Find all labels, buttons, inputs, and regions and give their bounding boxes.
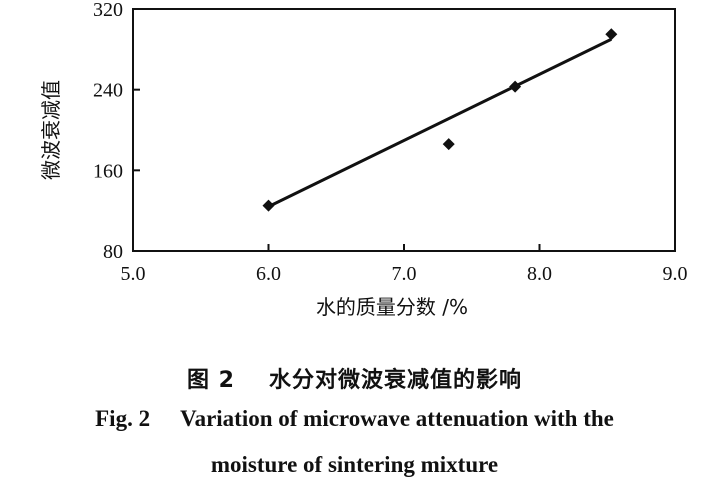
x-tick-label: 5.0 xyxy=(121,263,146,285)
x-axis-title: 水的质量分数 /% xyxy=(316,295,468,319)
figure-caption-en: Fig. 2 Variation of microwave attenuation… xyxy=(0,406,709,432)
figure-caption-en-line2: moisture of sintering mixture xyxy=(0,452,709,478)
y-tick-label: 240 xyxy=(93,80,123,102)
caption-en-title-line2: moisture of sintering mixture xyxy=(210,452,499,477)
y-axis-title: 微波衰减值 xyxy=(39,80,63,180)
y-tick-label: 80 xyxy=(103,241,123,263)
x-tick-label: 8.0 xyxy=(527,263,552,285)
data-points xyxy=(262,28,618,212)
x-tick-label: 9.0 xyxy=(663,263,688,285)
x-tick-label: 6.0 xyxy=(256,263,281,285)
y-tick-label: 320 xyxy=(93,0,123,21)
caption-en-title-line1: Variation of microwave attenuation with … xyxy=(180,406,614,431)
plot-frame xyxy=(132,8,676,252)
data-point-diamond xyxy=(262,199,275,212)
chart-svg: 5.0 6.0 7.0 8.0 9.0 80 160 240 320 水的质量分数 /% 微波… xyxy=(39,0,688,319)
caption-cn-title: 水分对微波衰减值的影响 xyxy=(268,368,522,393)
x-tick-label: 7.0 xyxy=(392,263,417,285)
data-point-diamond xyxy=(509,80,522,93)
figure-caption-cn: 图 2 水分对微波衰减值的影响 xyxy=(0,362,709,394)
fit-line xyxy=(267,37,612,208)
data-point-diamond xyxy=(605,28,618,41)
y-axis-ticks: 80 160 240 320 xyxy=(93,0,140,263)
caption-cn-label: 图 2 xyxy=(187,368,235,393)
x-axis-ticks: 5.0 6.0 7.0 8.0 9.0 xyxy=(121,244,688,285)
y-tick-label: 160 xyxy=(93,160,123,182)
data-point-diamond xyxy=(442,138,455,151)
caption-en-label: Fig. 2 xyxy=(95,406,151,431)
